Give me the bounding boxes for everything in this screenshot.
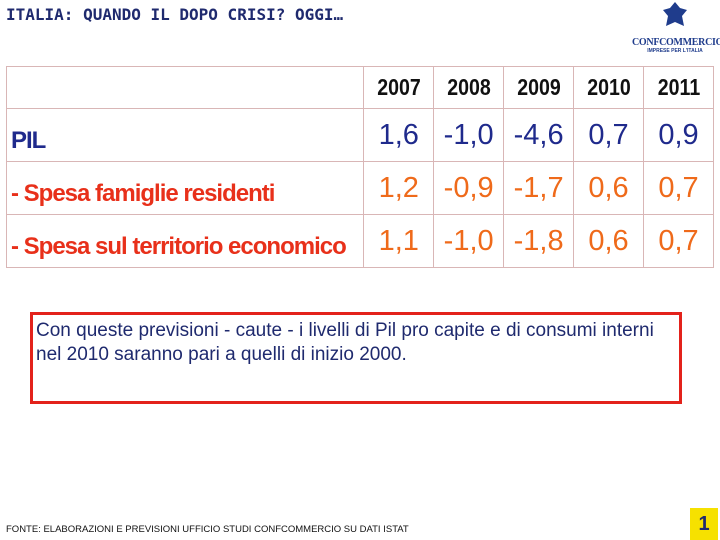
cell-value: -1,0 xyxy=(433,214,505,268)
cell-value: 1,2 xyxy=(363,161,435,216)
footer: FONTE: ELABORAZIONI E PREVISIONI UFFICIO… xyxy=(6,524,409,535)
cell-value: 0,7 xyxy=(643,214,714,268)
column-header: 2011 xyxy=(648,65,709,110)
cell-value: 0,7 xyxy=(573,108,645,163)
logo-subtitle: IMPRESE PER L'ITALIA xyxy=(647,48,703,54)
cell-value: 0,6 xyxy=(573,161,645,216)
page-number: 1 xyxy=(690,508,718,540)
cell-value: -4,6 xyxy=(503,108,575,163)
cell-value: -1,8 xyxy=(503,214,575,268)
note-box: Con queste previsioni - caute - i livell… xyxy=(30,312,682,404)
column-header: 2009 xyxy=(508,65,569,110)
row-label: PIL xyxy=(5,108,365,163)
cell-value: 0,9 xyxy=(643,108,714,163)
column-header: 2007 xyxy=(368,65,429,110)
cell-value: -0,9 xyxy=(433,161,505,216)
cell-value: 1,6 xyxy=(363,108,435,163)
header-row: 2007 2008 2009 2010 2011 xyxy=(5,65,714,110)
table-row: - Spesa sul territorio economico 1,1 -1,0-… xyxy=(5,214,714,268)
column-header: 2010 xyxy=(578,65,639,110)
row-label: - Spesa sul territorio economico xyxy=(5,214,365,268)
cell-value: 0,7 xyxy=(643,161,714,216)
row-label: - Spesa famiglie residenti xyxy=(5,161,365,216)
cell-value: -1,0 xyxy=(433,108,505,163)
title: ITALIA: QUANDO IL DOPO CRISI? OGGI… xyxy=(6,5,344,24)
corner-cell xyxy=(5,65,365,110)
cell-value: -1,7 xyxy=(503,161,575,216)
column-header: 2008 xyxy=(438,65,499,110)
cell-value: 0,6 xyxy=(573,214,645,268)
table-row: PIL 1,6 -1,0 -4,6 0,7 0,9 xyxy=(5,108,714,163)
logo-emblem xyxy=(663,2,687,26)
logo-text: CONFCOMMERCIO xyxy=(632,37,720,48)
data-table: 2007 2008 2009 2010 2011 PIL 1,6 -1,0 -4,6 0,7 0,9… xyxy=(5,65,714,268)
cell-value: 1,1 xyxy=(363,214,435,268)
table-row: - Spesa famiglie residenti 1,2 -0,9 -1,7 0,6… xyxy=(5,161,714,216)
logo: CONFCOMMERCIO IMPRESE PER L'ITALIA xyxy=(632,0,720,62)
